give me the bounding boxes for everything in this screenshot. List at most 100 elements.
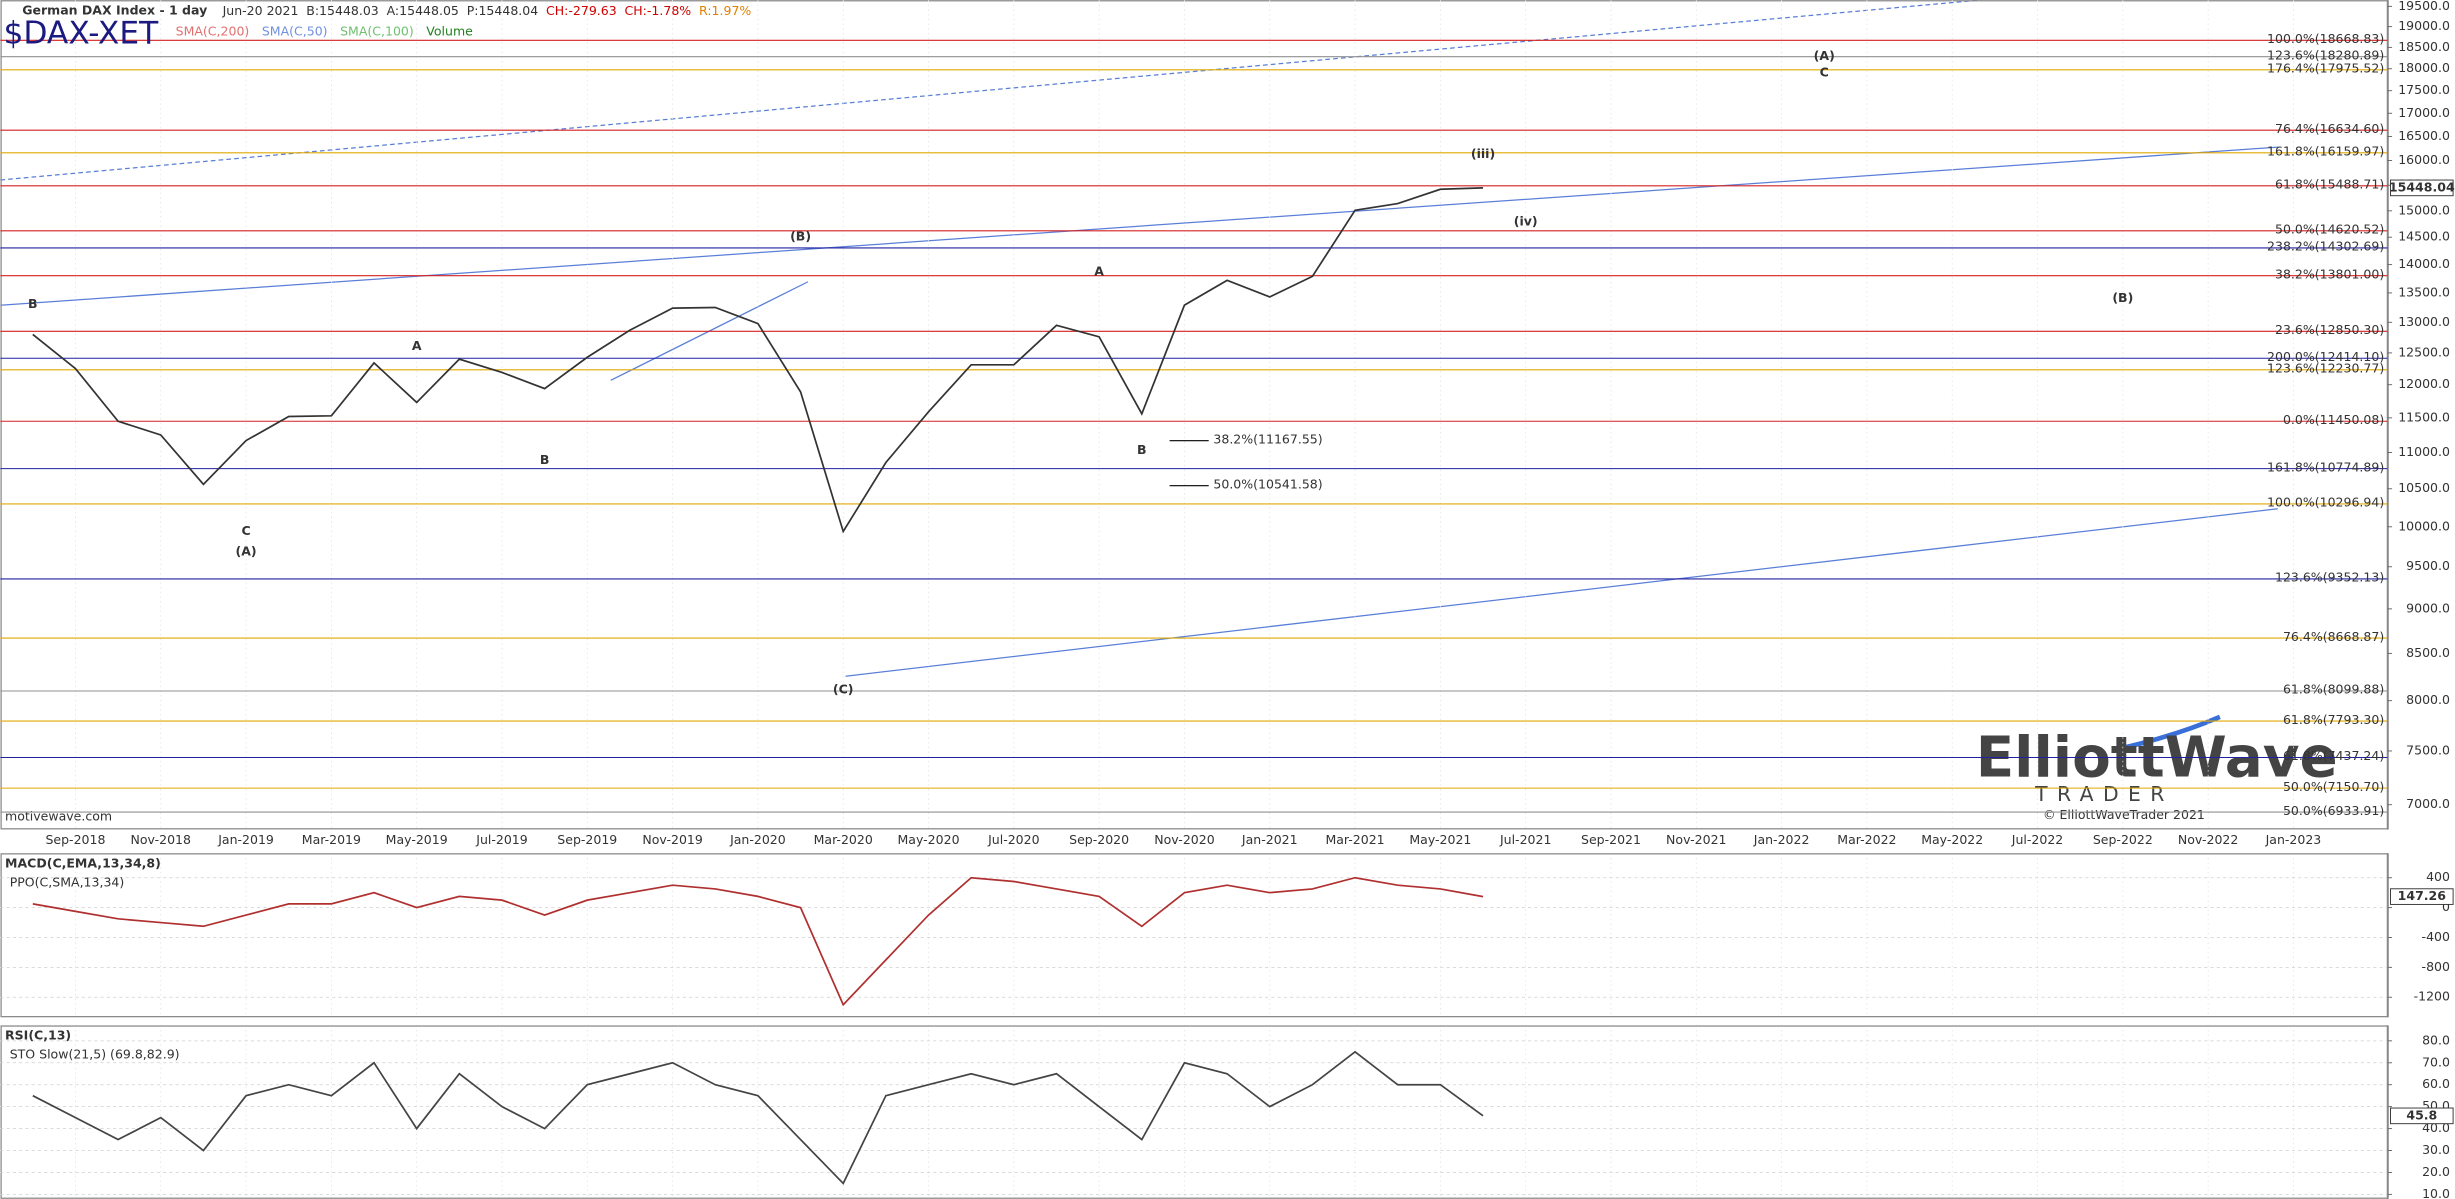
x-tick-label: May-2022 xyxy=(1921,832,1983,847)
stat: CH:-279.63 xyxy=(546,2,617,17)
y-tick-label: 13500.0 xyxy=(2398,284,2450,299)
y-tick-label: 8500.0 xyxy=(2406,645,2450,660)
last-value-box xyxy=(2390,1107,2454,1125)
panel-frame xyxy=(0,0,2389,830)
y-tick-label: -400 xyxy=(2422,929,2450,944)
level-label: 123.6%(9352.13) xyxy=(2275,570,2384,585)
y-tick-label: 400 xyxy=(2426,869,2450,884)
x-tick-label: Mar-2020 xyxy=(814,832,873,847)
y-tick-label: 8000.0 xyxy=(2406,692,2450,707)
wave-label: (iii) xyxy=(1471,146,1495,161)
trend-line xyxy=(845,508,2278,677)
y-tick-label: 9500.0 xyxy=(2406,558,2450,573)
y-tick-label: 19500.0 xyxy=(2398,0,2450,13)
x-tick-label: Jan-2020 xyxy=(729,832,786,847)
x-tick-label: Sep-2018 xyxy=(45,832,105,847)
y-tick-label: 19000.0 xyxy=(2398,18,2450,33)
series-line xyxy=(32,876,1484,1007)
x-tick-label: May-2021 xyxy=(1409,832,1471,847)
y-tick-label: 7000.0 xyxy=(2406,796,2450,811)
y-tick-label: 18500.0 xyxy=(2398,39,2450,54)
stat: Jun-20 2021 xyxy=(222,2,299,17)
panel-subtitle: PPO(C,SMA,13,34) xyxy=(10,874,125,889)
wave-label: (B) xyxy=(2112,290,2133,305)
stats: Jun-20 2021 B:15448.03 A:15448.05 P:15448.0… xyxy=(222,2,752,17)
y-tick-label: 30.0 xyxy=(2422,1142,2450,1157)
x-tick-label: Nov-2022 xyxy=(2178,832,2238,847)
trend-line xyxy=(0,146,2278,306)
copyright: © ElliottWaveTrader 2021 xyxy=(2043,807,2205,822)
x-tick-label: Nov-2021 xyxy=(1666,832,1726,847)
overlay-item: SMA(C,50) xyxy=(262,23,328,38)
y-tick-label: 14500.0 xyxy=(2398,229,2450,244)
wave-label: (A) xyxy=(236,544,257,559)
y-tick-label: 12500.0 xyxy=(2398,344,2450,359)
x-tick-label: Jul-2019 xyxy=(475,832,528,847)
overlay-item: Volume xyxy=(426,23,473,38)
overlay-legend: SMA(C,200) SMA(C,50) SMA(C,100) Volume xyxy=(176,23,474,38)
level-label: 161.8%(16159.97) xyxy=(2267,143,2384,158)
x-tick-label: Jul-2020 xyxy=(987,832,1040,847)
panel-title: MACD(C,EMA,13,34,8) xyxy=(5,856,161,871)
y-tick-label: 10000.0 xyxy=(2398,518,2450,533)
x-tick-label: Nov-2019 xyxy=(642,832,702,847)
y-tick-label: 18000.0 xyxy=(2398,60,2450,75)
wave-label: (B) xyxy=(790,229,811,244)
x-tick-label: Sep-2020 xyxy=(1069,832,1129,847)
x-tick-label: May-2019 xyxy=(386,832,448,847)
level-label: 100.0%(18668.83) xyxy=(2267,31,2384,46)
level-label: 176.4%(17975.52) xyxy=(2267,61,2384,76)
last-value-label: 147.26 xyxy=(2398,888,2447,903)
chart-title: German DAX Index - 1 day xyxy=(22,2,207,17)
y-tick-label: 0 xyxy=(2442,899,2450,914)
level-label: 76.4%(16634.60) xyxy=(2275,121,2384,136)
last-value-box xyxy=(2390,888,2454,905)
y-tick-label: 9000.0 xyxy=(2406,600,2450,615)
wave-label: C xyxy=(1820,65,1829,80)
source: motivewave.com xyxy=(5,809,112,824)
level-label: 61.8%(8099.88) xyxy=(2283,682,2384,697)
panel-frame xyxy=(0,853,2389,1018)
stat: B:15448.03 xyxy=(306,2,379,17)
level-label: 161.8%(10774.89) xyxy=(2267,459,2384,474)
level-label: 50.0%(6933.91) xyxy=(2283,803,2384,818)
y-tick-label: 80.0 xyxy=(2422,1032,2450,1047)
y-tick-label: 17000.0 xyxy=(2398,105,2450,120)
last-value-label: 15448.04 xyxy=(2389,179,2455,194)
panel-frame xyxy=(0,1025,2389,1199)
x-tick-label: Sep-2022 xyxy=(2093,832,2153,847)
x-tick-label: Sep-2019 xyxy=(557,832,617,847)
wave-label: B xyxy=(540,452,550,467)
x-tick-label: Sep-2021 xyxy=(1581,832,1641,847)
y-tick-label: 11500.0 xyxy=(2398,409,2450,424)
level-label: 38.2%(13801.00) xyxy=(2275,266,2384,281)
wave-label: C xyxy=(241,523,250,538)
level-label: 61.8%(15488.71) xyxy=(2275,177,2384,192)
x-tick-label: Jan-2019 xyxy=(217,832,274,847)
x-tick-label: Jul-2021 xyxy=(1499,832,1551,847)
panel-subtitle: STO Slow(21,5) (69.8,82.9) xyxy=(10,1046,180,1061)
overlay-item: SMA(C,100) xyxy=(340,23,414,38)
y-tick-label: 17500.0 xyxy=(2398,82,2450,97)
y-tick-label: 14000.0 xyxy=(2398,256,2450,271)
x-tick-label: Jan-2021 xyxy=(1241,832,1298,847)
x-tick-label: Mar-2022 xyxy=(1837,832,1896,847)
series-line xyxy=(32,187,1484,534)
level-label: 61.8%(7793.30) xyxy=(2283,712,2384,727)
y-tick-label: 13000.0 xyxy=(2398,314,2450,329)
last-value-box xyxy=(2390,179,2454,197)
y-tick-label: 15000.0 xyxy=(2398,202,2450,217)
logo-sub: TRADER xyxy=(2034,782,2174,806)
level-label: 23.6%(12850.30) xyxy=(2275,322,2384,337)
overlay-item: SMA(C,200) xyxy=(176,23,250,38)
series-line xyxy=(32,1050,1484,1185)
x-tick-label: Nov-2018 xyxy=(131,832,191,847)
x-tick-label: Nov-2020 xyxy=(1154,832,1214,847)
level-label: 0.0%(11450.08) xyxy=(2283,412,2384,427)
y-tick-label: 70.0 xyxy=(2422,1054,2450,1069)
y-tick-label: 16000.0 xyxy=(2398,152,2450,167)
y-tick-label: -1200 xyxy=(2414,989,2450,1004)
